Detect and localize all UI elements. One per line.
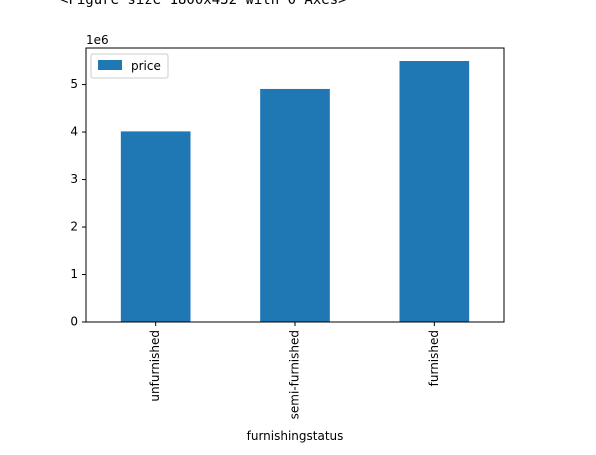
y-tick-label: 1	[70, 267, 78, 281]
x-tick-label: furnished	[427, 330, 441, 386]
bar-semi-furnished	[260, 88, 330, 323]
y-tick-label: 0	[70, 315, 78, 329]
y-scale-label: 1e6	[86, 33, 109, 47]
bar-furnished	[399, 61, 470, 322]
legend-swatch	[98, 60, 122, 70]
y-tick-label: 4	[70, 125, 78, 139]
figure-output-text: <Figure size 1800x432 with 0 Axes>	[60, 0, 347, 8]
x-axis: unfurnished semi-furnished furnished	[148, 322, 441, 419]
x-tick-label: semi-furnished	[288, 330, 302, 419]
bars-group	[120, 61, 470, 323]
x-axis-label: furnishingstatus	[247, 429, 344, 443]
legend: price	[90, 53, 169, 79]
x-tick-label: unfurnished	[148, 330, 162, 402]
y-tick-label: 3	[70, 172, 78, 186]
y-axis: 0 1 2 3 4 5	[70, 77, 86, 329]
legend-label: price	[131, 59, 161, 73]
plot-frame	[85, 47, 505, 323]
y-tick-label: 2	[70, 220, 78, 234]
y-tick-label: 5	[70, 77, 78, 91]
bar-unfurnished	[120, 131, 191, 322]
